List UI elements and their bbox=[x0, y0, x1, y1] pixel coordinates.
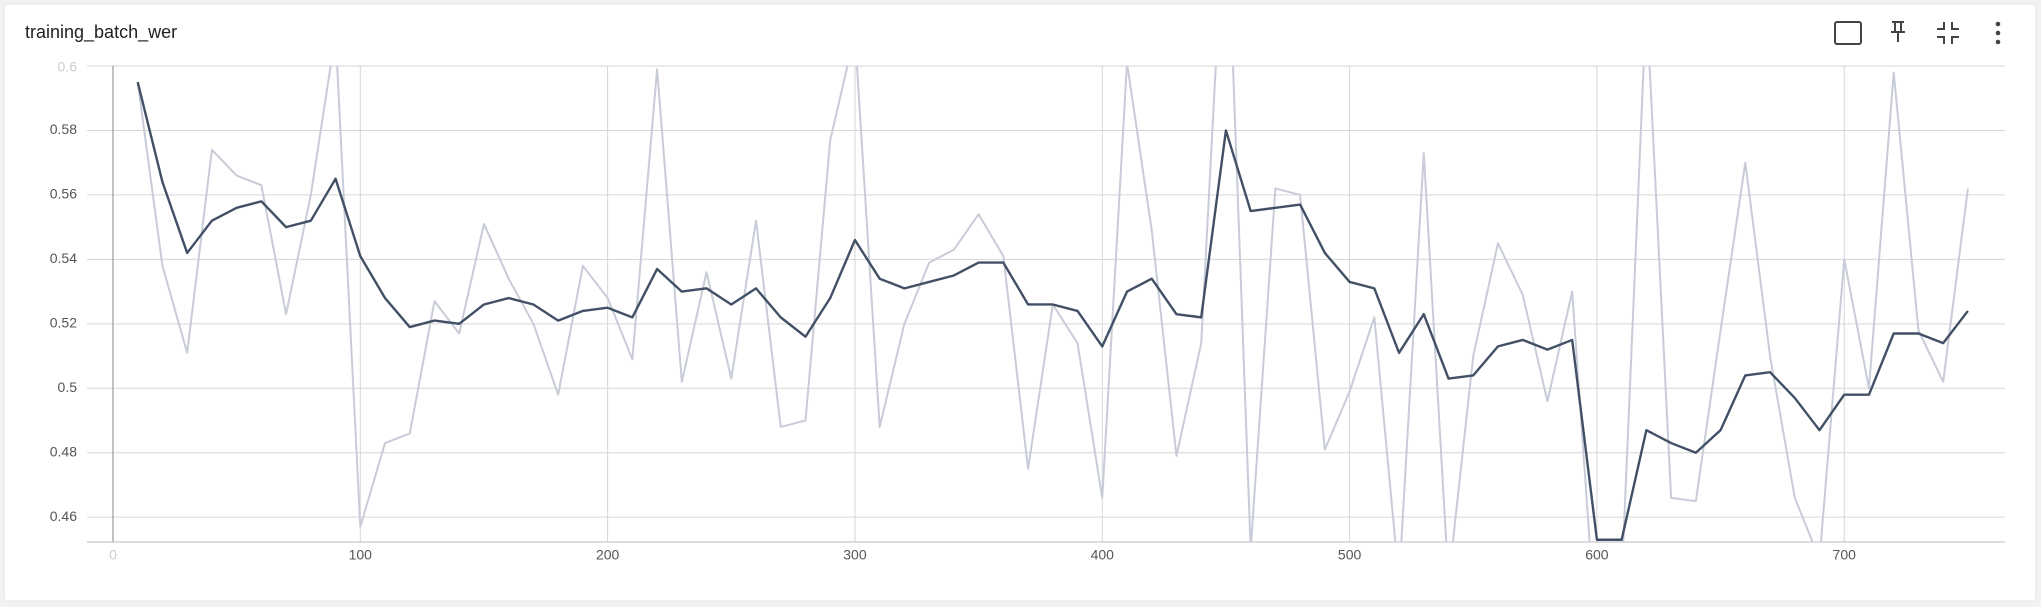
x-tick-label: 600 bbox=[1585, 547, 1609, 563]
y-tick-label: 0.56 bbox=[50, 186, 77, 202]
y-tick-label: 0.46 bbox=[50, 508, 77, 524]
more-button[interactable] bbox=[1995, 21, 2001, 45]
x-tick-label: 700 bbox=[1833, 547, 1857, 563]
x-tick-label: 100 bbox=[349, 547, 373, 563]
pin-button[interactable] bbox=[1891, 21, 1905, 42]
fit-domain-button[interactable] bbox=[1834, 21, 1862, 45]
y-tick-label: 0.6 bbox=[58, 59, 78, 75]
y-tick-label: 0.54 bbox=[50, 250, 77, 266]
x-tick-label: 300 bbox=[843, 547, 867, 563]
card bbox=[3, 3, 2037, 602]
y-tick-label: 0.58 bbox=[50, 121, 77, 137]
collapse-button[interactable] bbox=[1937, 22, 1959, 44]
y-tick-label: 0.52 bbox=[50, 315, 77, 331]
x-tick-label: 0 bbox=[109, 547, 117, 563]
chart-title: training_batch_wer bbox=[25, 22, 177, 43]
x-tick-label: 200 bbox=[596, 547, 620, 563]
x-tick-label: 500 bbox=[1338, 547, 1362, 563]
y-tick-label: 0.5 bbox=[58, 379, 78, 395]
series-line bbox=[136, 81, 1969, 541]
x-tick-label: 400 bbox=[1091, 547, 1115, 563]
toolbar bbox=[1834, 21, 2001, 45]
y-tick-label: 0.48 bbox=[50, 443, 77, 459]
